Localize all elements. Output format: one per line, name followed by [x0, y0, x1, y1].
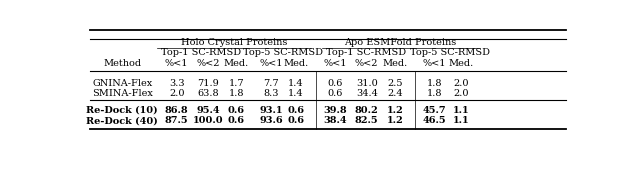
- Text: 0.6: 0.6: [228, 106, 244, 115]
- Text: Top-1 SC-RMSD: Top-1 SC-RMSD: [326, 48, 406, 57]
- Text: 1.7: 1.7: [228, 79, 244, 88]
- Text: SMINA-Flex: SMINA-Flex: [92, 89, 152, 98]
- Text: Re-Dock (40): Re-Dock (40): [86, 116, 158, 125]
- Text: Med.: Med.: [382, 59, 408, 68]
- Text: 1.8: 1.8: [228, 89, 244, 98]
- Text: 0.6: 0.6: [228, 116, 244, 125]
- Text: 0.6: 0.6: [328, 89, 343, 98]
- Text: 1.8: 1.8: [427, 89, 442, 98]
- Text: %<1: %<1: [423, 59, 446, 68]
- Text: Apo ESMFold Proteins: Apo ESMFold Proteins: [344, 38, 456, 47]
- Text: %<2: %<2: [196, 59, 220, 68]
- Text: 2.0: 2.0: [169, 89, 184, 98]
- Text: 1.2: 1.2: [387, 106, 403, 115]
- Text: 100.0: 100.0: [193, 116, 223, 125]
- Text: 71.9: 71.9: [197, 79, 219, 88]
- Text: 7.7: 7.7: [263, 79, 279, 88]
- Text: 86.8: 86.8: [165, 106, 189, 115]
- Text: Holo Crystal Proteins: Holo Crystal Proteins: [180, 38, 287, 47]
- Text: 3.3: 3.3: [169, 79, 184, 88]
- Text: 2.4: 2.4: [387, 89, 403, 98]
- Text: Method: Method: [103, 59, 141, 68]
- Text: 1.4: 1.4: [288, 89, 303, 98]
- Text: Re-Dock (10): Re-Dock (10): [86, 106, 158, 115]
- Text: 93.6: 93.6: [259, 116, 283, 125]
- Text: Top-1 SC-RMSD: Top-1 SC-RMSD: [161, 48, 241, 57]
- Text: 0.6: 0.6: [287, 116, 304, 125]
- Text: 2.0: 2.0: [453, 89, 468, 98]
- Text: 87.5: 87.5: [165, 116, 189, 125]
- Text: 31.0: 31.0: [356, 79, 378, 88]
- Text: 93.1: 93.1: [259, 106, 283, 115]
- Text: 0.6: 0.6: [287, 106, 304, 115]
- Text: %<2: %<2: [355, 59, 378, 68]
- Text: 82.5: 82.5: [355, 116, 378, 125]
- Text: 63.8: 63.8: [197, 89, 219, 98]
- Text: 45.7: 45.7: [423, 106, 447, 115]
- Text: 80.2: 80.2: [355, 106, 379, 115]
- Text: Top-5 SC-RMSD: Top-5 SC-RMSD: [410, 48, 490, 57]
- Text: 1.2: 1.2: [387, 116, 403, 125]
- Text: Med.: Med.: [223, 59, 249, 68]
- Text: 1.4: 1.4: [288, 79, 303, 88]
- Text: %<1: %<1: [324, 59, 347, 68]
- Text: 2.5: 2.5: [387, 79, 403, 88]
- Text: 38.4: 38.4: [324, 116, 348, 125]
- Text: 1.1: 1.1: [452, 116, 469, 125]
- Text: 0.6: 0.6: [328, 79, 343, 88]
- Text: 8.3: 8.3: [263, 89, 278, 98]
- Text: 46.5: 46.5: [423, 116, 447, 125]
- Text: %<1: %<1: [259, 59, 283, 68]
- Text: Med.: Med.: [448, 59, 474, 68]
- Text: Top-5 SC-RMSD: Top-5 SC-RMSD: [243, 48, 323, 57]
- Text: 39.8: 39.8: [324, 106, 348, 115]
- Text: 2.0: 2.0: [453, 79, 468, 88]
- Text: %<1: %<1: [165, 59, 188, 68]
- Text: GNINA-Flex: GNINA-Flex: [92, 79, 152, 88]
- Text: 1.1: 1.1: [452, 106, 469, 115]
- Text: Med.: Med.: [283, 59, 308, 68]
- Text: 34.4: 34.4: [356, 89, 378, 98]
- Text: 95.4: 95.4: [196, 106, 220, 115]
- Text: 1.8: 1.8: [427, 79, 442, 88]
